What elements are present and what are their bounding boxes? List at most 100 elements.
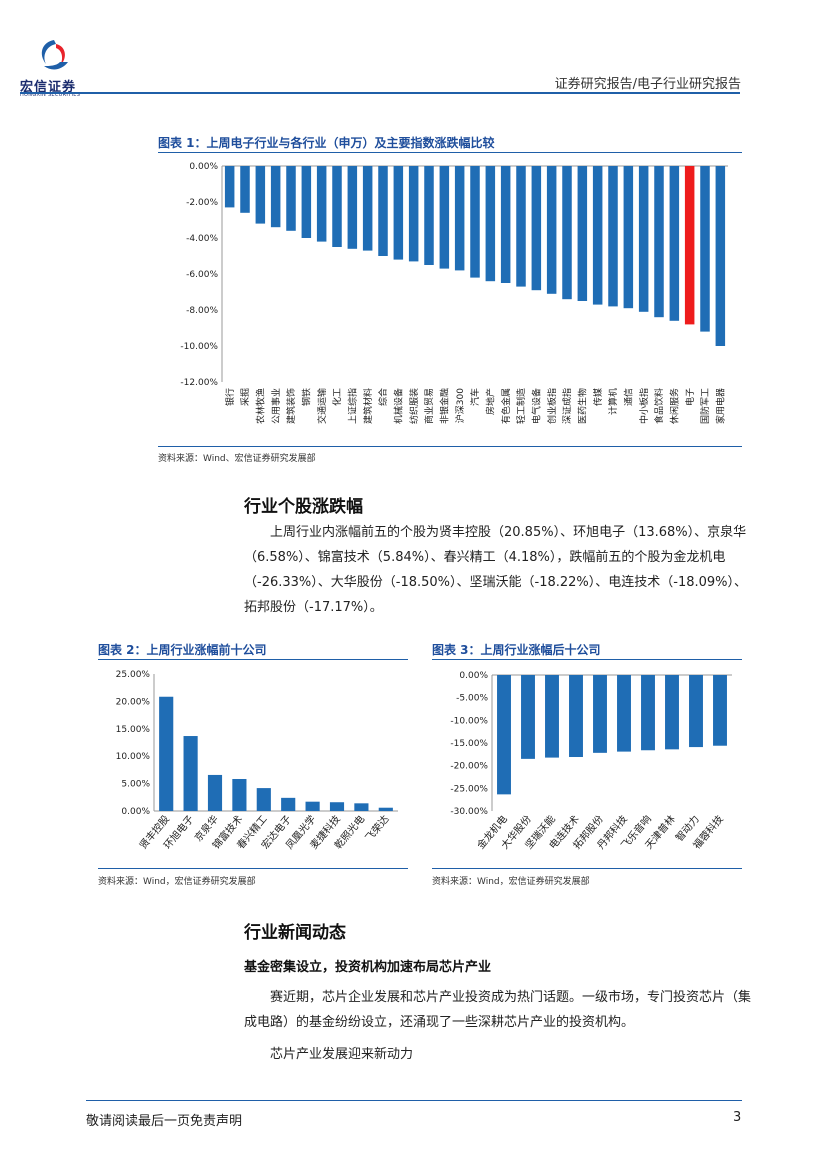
y-tick-label: 15.00%: [116, 725, 151, 735]
bar-钢铁: [301, 166, 312, 238]
bar-轻工制造: [516, 166, 526, 287]
bar-传媒: [592, 166, 603, 305]
figure2-title: 图表 2：上周行业涨幅前十公司: [98, 643, 267, 657]
x-tick-label: 采掘: [239, 388, 251, 406]
bar-化工: [332, 166, 342, 247]
x-tick-label: 房地产: [484, 388, 496, 415]
x-tick-label: 国防军工: [699, 388, 711, 424]
section1-paragraph: 上周行业内涨幅前五的个股为贤丰控股（20.85%）、环旭电子（13.68%）、京…: [244, 525, 748, 615]
bar-房地产: [485, 166, 496, 282]
bar-银行: [224, 166, 235, 208]
header-divider: [20, 92, 740, 94]
y-tick-label: -2.00%: [186, 198, 218, 208]
bar-贤丰控股: [159, 696, 174, 811]
x-tick-label: 医药生物: [576, 388, 588, 424]
x-tick-label: 计算机: [607, 388, 619, 415]
y-tick-label: 10.00%: [116, 752, 151, 762]
x-tick-label: 传媒: [592, 388, 604, 406]
bar-休闲服务: [669, 166, 680, 321]
bar-天津普林: [665, 675, 679, 750]
figure2-bottom-rule: [98, 868, 408, 869]
bar-锦富技术: [232, 778, 247, 811]
bar-计算机: [608, 166, 618, 307]
x-tick-label: 汽车: [469, 388, 481, 406]
x-tick-label: 有色金属: [500, 388, 512, 424]
section2-paragraph2: 芯片产业发展迎来新动力: [270, 1047, 414, 1062]
section2-heading: 行业新闻动态: [244, 923, 346, 943]
bar-交通运输: [316, 166, 327, 242]
chart2: 25.00%20.00%15.00%10.00%5.00%0.00%贤丰控股环旭…: [116, 670, 398, 852]
x-tick-label: 家用电器: [714, 388, 726, 424]
bar-家用电器: [715, 166, 726, 346]
x-tick-label: 银行: [224, 388, 236, 406]
y-tick-label: 0.00%: [189, 162, 218, 172]
bar-通信: [623, 166, 634, 309]
y-tick-label: -4.00%: [186, 234, 218, 244]
bar-深证成指: [562, 166, 572, 300]
bar-中小板指: [638, 166, 649, 312]
bar-非银金融: [439, 166, 450, 269]
bar-环旭电子: [183, 736, 198, 811]
bar-上证综指: [347, 166, 358, 249]
bar-春兴精工: [256, 788, 271, 811]
figure2-rule: [98, 659, 408, 660]
report-type: 证券研究报告/电子行业研究报告: [554, 77, 741, 92]
x-tick-label: 轻工制造: [515, 388, 527, 424]
bar-坚瑞沃能: [545, 675, 559, 758]
bar-丹邦科技: [617, 675, 631, 752]
logo-mark-icon: [41, 40, 68, 70]
figure3-rule: [432, 659, 742, 660]
x-tick-label: 公用事业: [270, 388, 282, 424]
y-tick-label: -6.00%: [186, 270, 218, 280]
bar-公用事业: [270, 166, 281, 228]
figure1-title: 图表 1：上周电子行业与各行业（申万）及主要指数涨跌幅比较: [158, 136, 495, 150]
x-tick-label: 建筑材料: [362, 388, 374, 424]
page-number: 3: [733, 1110, 742, 1125]
bar-智动力: [689, 675, 703, 748]
footer-divider: [86, 1100, 742, 1101]
bar-纺织服装: [408, 166, 419, 262]
figure3-source: 资料来源：Wind，宏信证券研究发展部: [432, 877, 590, 887]
bar-机械设备: [393, 166, 404, 260]
y-tick-label: -20.00%: [450, 762, 488, 772]
logo-subtext: HONGXIN SECURITIES: [20, 92, 81, 98]
bar-采掘: [240, 166, 250, 213]
x-tick-label: 食品饮料: [653, 388, 665, 424]
y-tick-label: 25.00%: [116, 670, 151, 680]
x-tick-label: 休闲服务: [668, 388, 680, 424]
section1-heading: 行业个股涨跌幅: [244, 497, 363, 517]
bar-国防军工: [700, 166, 710, 332]
x-tick-label: 机械设备: [392, 388, 404, 424]
logo: [34, 36, 74, 74]
x-tick-label: 深证成指: [561, 388, 573, 424]
y-tick-label: 20.00%: [116, 697, 151, 707]
bar-医药生物: [577, 166, 588, 301]
bar-拓邦股份: [593, 675, 607, 753]
bar-有色金属: [500, 166, 511, 283]
x-tick-label: 飞荣达: [363, 813, 391, 844]
y-tick-label: -15.00%: [450, 739, 488, 749]
y-tick-label: -12.00%: [180, 378, 218, 388]
bar-农林牧渔: [255, 166, 266, 224]
bar-建筑材料: [362, 166, 373, 251]
bar-宏达电子: [281, 797, 296, 811]
bar-汽车: [470, 166, 480, 278]
x-tick-label: 交通运输: [316, 388, 328, 424]
y-tick-label: -8.00%: [186, 306, 218, 316]
bar-建筑装饰: [286, 166, 296, 231]
x-tick-label: 钢铁: [300, 388, 312, 406]
bar-飞乐音响: [641, 675, 655, 751]
x-tick-label: 农林牧渔: [254, 388, 266, 424]
bar-食品饮料: [654, 166, 664, 318]
figure1-bottom-rule: [158, 446, 742, 447]
figure1-rule: [158, 152, 742, 153]
x-tick-label: 电子: [684, 388, 696, 406]
x-tick-label: 建筑装饰: [285, 388, 297, 424]
x-tick-label: 综合: [377, 388, 389, 406]
bar-京泉华: [207, 774, 223, 811]
bar-沪深300: [454, 166, 465, 271]
bar-创业板指: [546, 166, 557, 294]
footer-disclaimer: 敬请阅读最后一页免责声明: [86, 1114, 243, 1129]
chart3: 0.00% -5.00% -10.00% -15.00% -20.00% -25.00% -…: [450, 671, 732, 852]
figure1-source: 资料来源：Wind、宏信证券研究发展部: [158, 454, 316, 464]
